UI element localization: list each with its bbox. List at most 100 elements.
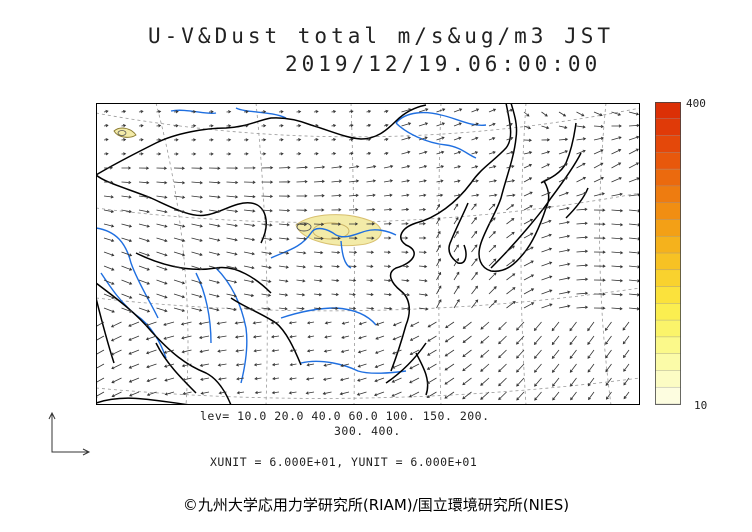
wind-arrow xyxy=(453,230,459,239)
wind-arrow xyxy=(471,122,479,127)
wind-arrow xyxy=(506,165,515,169)
wind-arrow xyxy=(506,287,516,295)
wind-arrow xyxy=(480,335,490,344)
wind-arrow xyxy=(453,203,459,211)
wind-arrow xyxy=(611,162,622,169)
colorbar-cell xyxy=(655,353,681,371)
wind-arrow xyxy=(306,321,315,325)
wind-arrow xyxy=(234,321,245,325)
wind-arrow xyxy=(182,391,192,396)
wind-arrow xyxy=(516,363,525,373)
wind-arrow xyxy=(541,275,553,281)
wind-arrow xyxy=(541,111,548,117)
wind-arrow xyxy=(121,307,133,313)
wind-arrow xyxy=(488,122,496,127)
wind-arrow xyxy=(156,279,168,285)
wind-arrow xyxy=(111,363,122,370)
wind-arrow xyxy=(558,206,570,211)
wind-arrow xyxy=(339,391,350,396)
wind-arrow xyxy=(278,251,290,255)
wind-arrow xyxy=(471,216,477,225)
wind-arrow xyxy=(252,321,262,325)
wind-arrow xyxy=(226,209,239,213)
wind-arrow xyxy=(462,335,472,343)
wind-arrow xyxy=(587,349,595,359)
wind-arrow xyxy=(436,108,446,113)
wind-arrow xyxy=(226,124,232,128)
wind-arrow xyxy=(587,335,595,346)
wind-arrow xyxy=(128,349,140,355)
wind-arrow xyxy=(426,377,437,384)
wind-arrow xyxy=(593,162,604,169)
wind-arrow xyxy=(348,179,360,183)
wind-arrow xyxy=(366,193,376,197)
wind-arrow xyxy=(348,165,360,169)
colorbar-cell xyxy=(655,286,681,304)
wind-arrow xyxy=(593,176,604,183)
wind-arrow xyxy=(296,194,308,198)
wind-arrow xyxy=(488,193,498,197)
wind-arrow xyxy=(453,122,462,127)
wind-arrow xyxy=(611,177,622,183)
wind-arrow xyxy=(444,349,455,357)
wind-arrow xyxy=(145,335,157,341)
wind-arrow xyxy=(208,307,220,312)
wind-arrow xyxy=(313,138,319,142)
wind-arrow xyxy=(208,180,221,185)
wind-arrow xyxy=(523,151,533,155)
wind-arrow xyxy=(383,193,393,197)
wind-arrow xyxy=(278,293,289,297)
wind-arrow xyxy=(217,349,227,353)
wind-arrow xyxy=(488,244,497,253)
colorbar-min-label: 10 xyxy=(694,399,708,412)
wind-arrow xyxy=(375,321,385,326)
wind-arrow xyxy=(436,136,445,141)
wind-arrow xyxy=(366,278,374,283)
wind-arrow xyxy=(576,162,586,169)
wind-arrow xyxy=(541,163,550,169)
wind-arrow xyxy=(121,223,133,228)
wind-arrow xyxy=(471,258,478,267)
wind-arrow xyxy=(409,377,420,384)
wind-arrow xyxy=(173,124,179,128)
wind-arrow xyxy=(261,265,272,269)
wind-arrow xyxy=(271,349,280,353)
wind-arrow xyxy=(401,278,410,283)
wind-arrow xyxy=(593,136,604,141)
wind-arrow xyxy=(121,237,133,243)
wind-arrow xyxy=(611,265,624,269)
wind-arrow xyxy=(243,180,256,184)
wind-arrow xyxy=(366,250,375,254)
wind-arrow xyxy=(541,233,552,239)
wind-arrow xyxy=(306,363,315,367)
map-title: U-V&Dust total m/s&ug/m3 JST xyxy=(148,24,615,48)
wind-arrow xyxy=(593,236,606,240)
wind-arrow xyxy=(226,251,238,256)
wind-arrow xyxy=(462,377,472,386)
wind-arrow xyxy=(383,250,391,254)
wind-arrow xyxy=(409,349,420,355)
wind-arrow xyxy=(121,138,127,142)
wind-arrow xyxy=(243,166,256,170)
wind-arrow xyxy=(488,217,496,225)
wind-arrow xyxy=(235,349,245,353)
wind-arrow xyxy=(103,124,109,128)
wind-arrow xyxy=(453,108,463,113)
wind-arrow xyxy=(348,152,354,156)
wind-arrow xyxy=(296,279,306,283)
copyright-credit: ©九州大学応用力学研究所(RIAM)/国立環境研究所(NIES) xyxy=(182,496,570,514)
wind-arrow xyxy=(234,335,245,339)
wind-arrow xyxy=(576,125,586,129)
wind-arrow xyxy=(611,209,624,213)
wind-arrow xyxy=(272,376,280,381)
wind-arrow xyxy=(541,261,553,267)
wind-arrow xyxy=(593,250,606,254)
wind-arrow xyxy=(324,321,332,325)
wind-arrow xyxy=(576,263,589,267)
wind-arrow xyxy=(623,349,630,359)
wind-arrow xyxy=(296,110,302,114)
wind-arrow xyxy=(191,152,197,156)
wind-arrow xyxy=(296,208,308,212)
wind-arrow xyxy=(401,108,412,113)
wind-arrow xyxy=(384,236,392,240)
